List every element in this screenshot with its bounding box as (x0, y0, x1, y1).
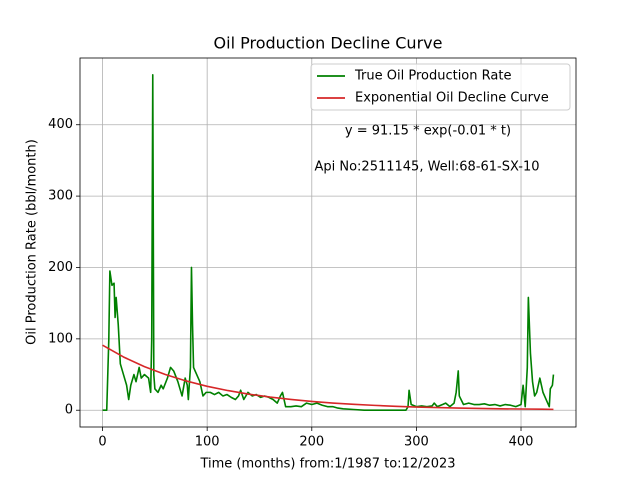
x-tick-label: 300 (404, 435, 429, 450)
x-tick-label: 400 (509, 435, 534, 450)
series-line (102, 73, 555, 412)
y-tick-label: 300 (48, 189, 73, 204)
plot-frame (79, 57, 577, 428)
x-axis-label: Time (months) from:1/1987 to:12/2023 (199, 457, 455, 472)
x-tick-label: 100 (195, 435, 220, 450)
y-axis-label: Oil Production Rate (bbl/month) (25, 139, 40, 345)
y-tick-label: 0 (65, 403, 73, 418)
chart-title: Oil Production Decline Curve (214, 34, 443, 53)
legend-label: Exponential Oil Decline Curve (355, 91, 549, 106)
series-line (102, 344, 554, 411)
y-tick-label: 400 (48, 117, 73, 132)
legend-box (310, 63, 571, 111)
annotation: Api No:2511145, Well:68-61-SX-10 (314, 160, 539, 175)
annotation: y = 91.15 * exp(-0.01 * t) (345, 124, 511, 139)
y-tick-label: 200 (48, 260, 73, 275)
legend-label: True Oil Production Rate (354, 69, 511, 84)
x-tick-label: 200 (299, 435, 324, 450)
x-tick-label: 0 (98, 435, 106, 450)
y-tick-label: 100 (48, 331, 73, 346)
